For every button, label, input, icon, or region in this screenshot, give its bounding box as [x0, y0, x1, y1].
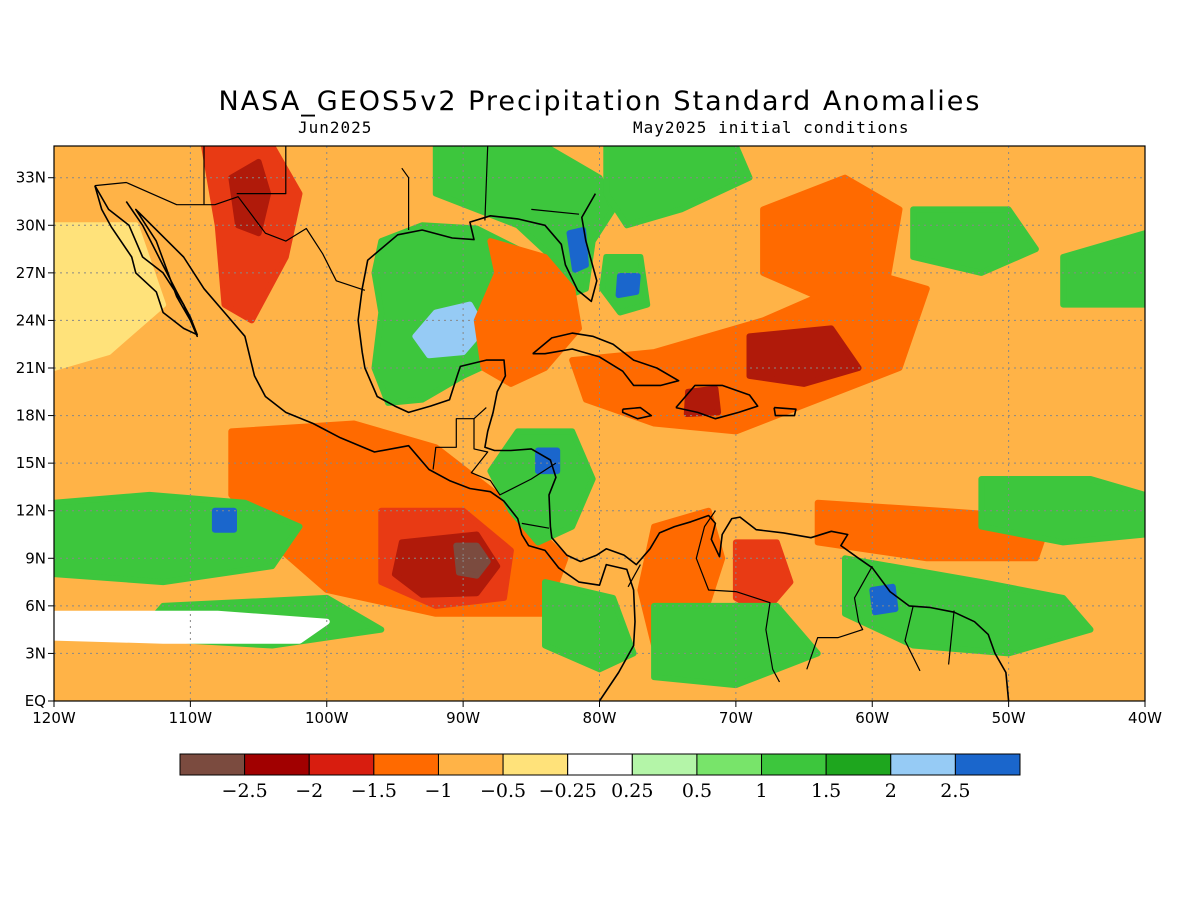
colorbar-label: 0.25 — [611, 780, 653, 802]
colorbar-label: 2.5 — [940, 780, 970, 802]
region-southeast-us-coast-wet — [603, 146, 753, 229]
border-georgia-florida — [531, 208, 580, 215]
coastline-mexico-pacific-coast — [94, 185, 636, 701]
coastline-puerto-rico — [773, 406, 797, 417]
coastline-jamaica — [621, 406, 653, 420]
longitude-axis: 120W 110W 100W 90W 80W 70W 60W 50W 40W — [32, 701, 1162, 727]
y-tick-label: 33N — [16, 169, 46, 187]
y-tick-label: 21N — [16, 359, 46, 377]
x-tick-label: 110W — [169, 709, 213, 727]
region-eastern-pacific-extreme — [453, 542, 491, 579]
colorbar-label: −1 — [424, 780, 452, 802]
x-tick-label: 70W — [719, 709, 753, 727]
region-gulf-of-mexico-core — [412, 301, 487, 359]
country-borders — [94, 146, 955, 683]
coastlines — [94, 185, 1010, 701]
latitude-axis: EQ 3N 6N 9N 12N 15N 18N 21N 24N 27N 30N 33N — [16, 169, 54, 710]
region-florida-core — [566, 227, 589, 273]
border-costa-rica-nicaragua — [521, 522, 550, 529]
x-tick-label: 40W — [1128, 709, 1162, 727]
colorbar-swatch — [437, 753, 504, 776]
colorbar-swatch — [179, 753, 246, 776]
x-tick-label: 90W — [446, 709, 480, 727]
x-tick-label: 120W — [32, 709, 76, 727]
region-colombia-pacific-wet — [542, 579, 637, 673]
colorbar: −2.5 −2 −1.5 −1 −0.5 −0.25 0.25 0.5 1 1.5 2 2.5 — [179, 753, 1021, 802]
coastline-gulf-coast — [357, 193, 1010, 701]
colorbar-swatch — [761, 753, 827, 776]
region-mexico-northwest-dry-core — [228, 158, 272, 237]
border-venezuela-guyana — [806, 565, 873, 670]
border-colombia-venezuela — [695, 510, 781, 683]
colorbar-swatch — [373, 753, 439, 776]
y-tick-label: 9N — [25, 549, 46, 567]
colorbar-label: 1.5 — [811, 780, 841, 802]
anomaly-regions — [54, 146, 1145, 689]
colorbar-label: 0.5 — [682, 780, 712, 802]
colorbar-swatch — [502, 753, 569, 776]
coastline-cuba — [532, 332, 680, 387]
region-pacific-itcz-wet-band — [54, 491, 303, 586]
colorbar-label: −0.5 — [480, 780, 526, 802]
border-us-mexico-border — [94, 181, 366, 291]
region-bahamas-core — [615, 273, 641, 299]
y-tick-label: 30N — [16, 216, 46, 234]
colorbar-swatch — [567, 753, 633, 776]
border-suriname-french-guiana — [948, 610, 955, 665]
y-tick-label: 12N — [16, 502, 46, 520]
border-guatemala-mexico-border — [432, 407, 487, 470]
x-tick-label: 80W — [583, 709, 617, 727]
colorbar-label: −2.5 — [222, 780, 268, 802]
initial-conditions: May2025 initial conditions — [633, 118, 910, 137]
y-tick-label: 18N — [16, 407, 46, 425]
colorbar-swatch — [308, 753, 375, 776]
colorbar-swatch — [631, 753, 698, 776]
border-guyana-suriname — [904, 605, 921, 672]
x-tick-label: 60W — [855, 709, 889, 727]
colorbar-label: −0.25 — [539, 780, 597, 802]
border-us-state-lines — [236, 146, 287, 195]
region-hispaniola-dry-core — [683, 385, 722, 417]
colorbar-swatch — [696, 753, 763, 776]
border-panama-colombia — [627, 564, 641, 588]
forecast-month: Jun2025 — [298, 118, 373, 137]
region-guiana-core — [869, 583, 899, 616]
colorbar-swatch — [244, 753, 310, 776]
region-central-america-wet — [487, 428, 596, 546]
coastline-hispaniola — [675, 384, 759, 420]
colorbar-swatch — [825, 753, 892, 776]
map-plot-area — [54, 146, 1145, 701]
y-tick-label: 27N — [16, 264, 46, 282]
colorbar-label: 2 — [885, 780, 897, 802]
chart-title: NASA_GEOS5v2 Precipitation Standard Anom… — [218, 86, 982, 117]
border-central-america-borders — [470, 418, 557, 496]
y-tick-label: 3N — [25, 644, 46, 662]
colorbar-swatch — [954, 753, 1021, 776]
border-texas-louisiana — [401, 167, 410, 230]
y-tick-label: 15N — [16, 454, 46, 472]
y-tick-label: EQ — [25, 692, 46, 710]
coastline-baja-california — [94, 185, 198, 336]
map-gridlines — [54, 146, 1145, 701]
x-tick-label: 50W — [992, 709, 1026, 727]
x-tick-label: 100W — [305, 709, 349, 727]
colorbar-label: −2 — [295, 780, 323, 802]
colorbar-swatch — [890, 753, 956, 776]
colorbar-label: −1.5 — [351, 780, 397, 802]
y-tick-label: 24N — [16, 311, 46, 329]
region-pale-yellow-west — [54, 222, 167, 371]
border-mississippi-alabama — [484, 146, 489, 221]
region-pacific-itcz-core — [211, 507, 237, 533]
y-tick-label: 6N — [25, 597, 46, 615]
colorbar-label: 1 — [755, 780, 767, 802]
region-atlantic-dry-core — [746, 325, 862, 387]
region-far-atlantic-wet — [1060, 230, 1145, 308]
